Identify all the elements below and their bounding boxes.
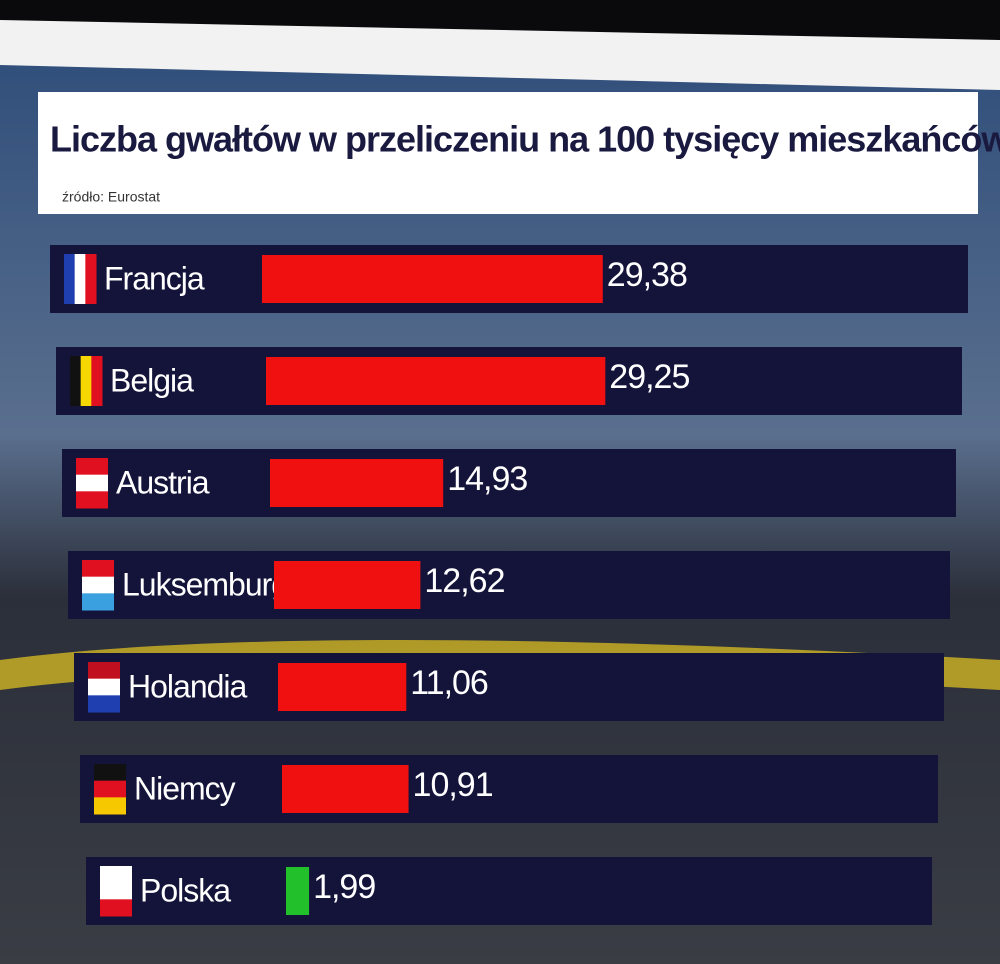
title-box: [38, 92, 978, 214]
flag-stripe: [100, 882, 132, 900]
flag-stripe: [88, 662, 120, 680]
category-label: Belgia: [110, 362, 194, 398]
flag-stripe: [82, 593, 114, 611]
row-panel: [86, 857, 932, 925]
flag-stripe: [70, 356, 82, 406]
category-label: Luksemburg: [122, 566, 288, 602]
bar: [266, 357, 606, 405]
chart-subtitle: źródło: Eurostat: [62, 189, 160, 205]
row-panel: [74, 653, 944, 721]
bar: [278, 663, 407, 711]
row-panel: [68, 551, 950, 619]
flag-stripe: [94, 797, 126, 815]
category-label: Polska: [140, 872, 231, 908]
flag-stripe: [94, 764, 126, 782]
flag-stripe: [80, 356, 92, 406]
value-label: 1,99: [313, 868, 375, 906]
flag-stripe: [85, 254, 97, 304]
flag-stripe: [82, 560, 114, 578]
flag-stripe: [94, 780, 126, 798]
bar: [282, 765, 409, 813]
value-label: 14,93: [447, 460, 527, 498]
flag-stripe: [76, 491, 108, 509]
category-label: Austria: [116, 464, 210, 500]
bar: [274, 561, 421, 609]
category-label: Francja: [104, 260, 205, 296]
flag-stripe: [64, 254, 76, 304]
flag-stripe: [88, 678, 120, 696]
category-label: Niemcy: [134, 770, 236, 806]
flag-stripe: [88, 695, 120, 713]
screen-edge: [0, 20, 1000, 90]
flag-stripe: [100, 866, 132, 884]
flag-stripe: [76, 458, 108, 476]
flag-stripe: [82, 576, 114, 594]
bar: [262, 255, 603, 303]
flag-stripe: [76, 474, 108, 492]
flag-stripe: [74, 254, 86, 304]
value-label: 12,62: [424, 562, 504, 600]
bar: [270, 459, 444, 507]
row-panel: [80, 755, 938, 823]
value-label: 11,06: [410, 664, 488, 702]
flag-stripe: [91, 356, 103, 406]
value-label: 29,38: [607, 256, 687, 294]
chart-title: Liczba gwałtów w przeliczeniu na 100 tys…: [50, 119, 1000, 160]
row-panel: [62, 449, 956, 517]
value-label: 10,91: [413, 766, 493, 804]
flag-stripe: [100, 899, 132, 917]
bar: [286, 867, 310, 915]
value-label: 29,25: [609, 358, 689, 396]
category-label: Holandia: [128, 668, 248, 704]
